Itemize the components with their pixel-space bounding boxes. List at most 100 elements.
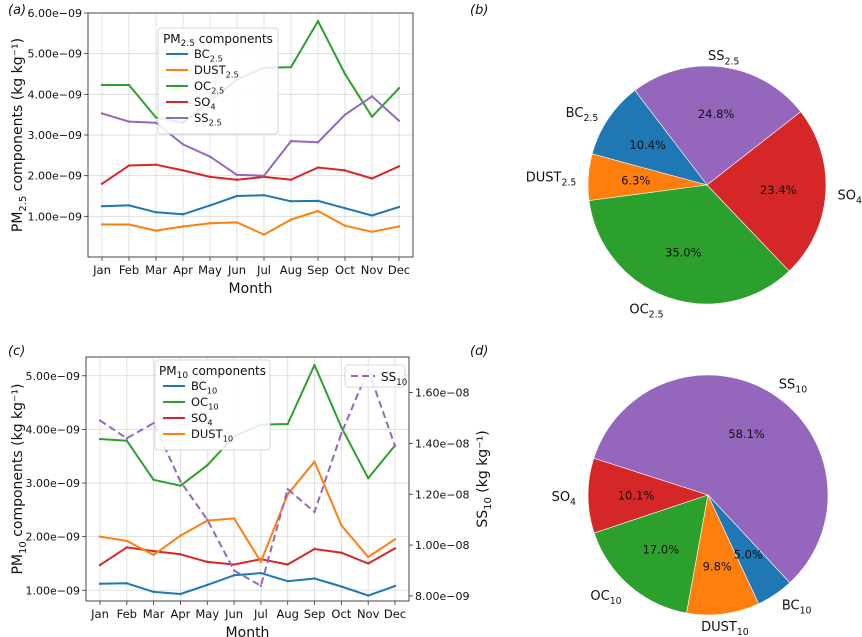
y-tick-label: 6.00e−09 [28,7,82,20]
pie-category-label: BC2.5 [566,106,599,124]
series-line-so4 [99,546,396,566]
data-point [370,230,374,233]
data-point [208,204,212,207]
data-point [343,207,347,210]
axes-frame [87,12,414,258]
legend: PM2.5 componentsBC2.5DUST2.5OC2.5SO4SS2.… [157,27,279,135]
x-tick-label: Aug [280,263,302,277]
pie-category-label: OC10 [590,589,621,607]
data-point [152,553,155,557]
x-tick-label: Jun [227,263,246,277]
data-point [366,476,370,480]
legend-label: SO4 [194,95,216,112]
y-right-tick-label: 8.00e−09 [415,590,469,603]
data-point [98,437,102,441]
data-point [100,182,104,185]
pie-pct-label: 35.0% [665,245,702,259]
data-point [366,555,370,559]
y-tick-label: 2.00e−09 [26,531,80,544]
data-point [397,225,401,228]
data-point [313,460,316,463]
data-point [235,178,239,181]
data-point [179,484,182,487]
data-point [154,121,158,125]
data-point [232,517,236,520]
data-point [370,214,374,217]
x-tick-label: Aug [276,607,298,621]
x-tick-label: Mar [145,263,167,277]
data-point [286,563,289,566]
legend-title: PM2.5 components [163,32,273,49]
data-point [127,120,131,123]
panel-label: (a) [8,3,26,18]
x-tick-label: Oct [331,607,351,621]
legend-label: DUST2.5 [194,63,239,80]
y-tick-label: 2.00e−09 [28,170,82,183]
series-line-so4 [101,163,400,185]
pie-category-label: OC2.5 [629,302,663,320]
legend-label: DUST10 [191,427,233,444]
y-tick-label: 1.00e−09 [26,584,80,597]
x-tick-label: Feb [117,607,137,621]
data-point [397,87,401,90]
y-tick-label: 4.00e−09 [28,88,82,101]
line-chart-c: 1.00e−09 2.00e−09 3.00e−09 4.00e−09 5.00e−09… [26,356,469,637]
axes-frame [85,356,410,602]
pie-slice-oc25 [588,184,790,305]
legend-label: SS10 [381,370,407,388]
pie-chart-b: 24.8% SS2.5 10.4% BC2.5 6.3% DUST2.5 35.0% OC2.… [526,49,862,320]
y-axis-label: PM2.5 components (kg kg⁻¹) [10,38,29,232]
data-point [154,229,158,232]
y-tick-label: 1.00e−09 [28,210,82,223]
data-point [262,233,266,236]
y-right-tick-label: 1.20e−08 [415,488,469,501]
y-axis-label: PM10 components (kg kg⁻¹) [10,383,29,574]
data-point [206,583,209,587]
data-point [340,524,343,527]
x-tick-label: Jan [92,263,111,277]
pie-pct-label: 5.0% [734,548,763,562]
data-point [179,592,182,596]
data-point [316,199,320,203]
pie-slice-ss25 [634,65,802,186]
data-point [316,141,320,144]
data-point [181,225,185,228]
data-point [393,584,397,588]
y-axis-right-label: SS10 (kg kg⁻¹) [475,430,494,527]
series-line-ss10 [99,368,396,587]
data-point [286,579,289,583]
panel-label: (d) [470,344,488,359]
data-point [366,562,370,565]
x-axis-label: Month [226,625,270,637]
y-tick-label: 3.00e−09 [28,129,82,142]
data-point [397,165,401,168]
pie-pct-label: 23.4% [760,183,797,197]
data-point [154,211,158,214]
data-point [316,19,320,23]
data-point [98,582,102,586]
pie-pct-label: 6.3% [621,173,650,187]
y-right-tick-label: 1.00e−08 [415,539,469,552]
pie-slice-bc10 [707,494,791,605]
series-line-ss25 [101,95,400,177]
x-tick-label: Oct [335,263,355,277]
data-point [259,560,263,564]
data-point [316,166,320,169]
data-point [179,553,182,556]
data-point [289,218,293,221]
data-point [313,547,316,551]
data-point [235,173,239,177]
data-point [289,178,293,181]
data-point [181,213,185,216]
legend-box [154,359,271,451]
data-point [313,577,316,580]
legend-label: OC10 [191,395,219,412]
x-tick-label: Dec [384,607,406,621]
pie-slice-so4 [706,111,827,272]
data-point [313,510,316,514]
data-point [397,205,401,209]
pie-pct-label: 10.1% [618,488,655,502]
legend-title: PM10 components [159,364,266,381]
series-line-dust25 [102,210,400,236]
